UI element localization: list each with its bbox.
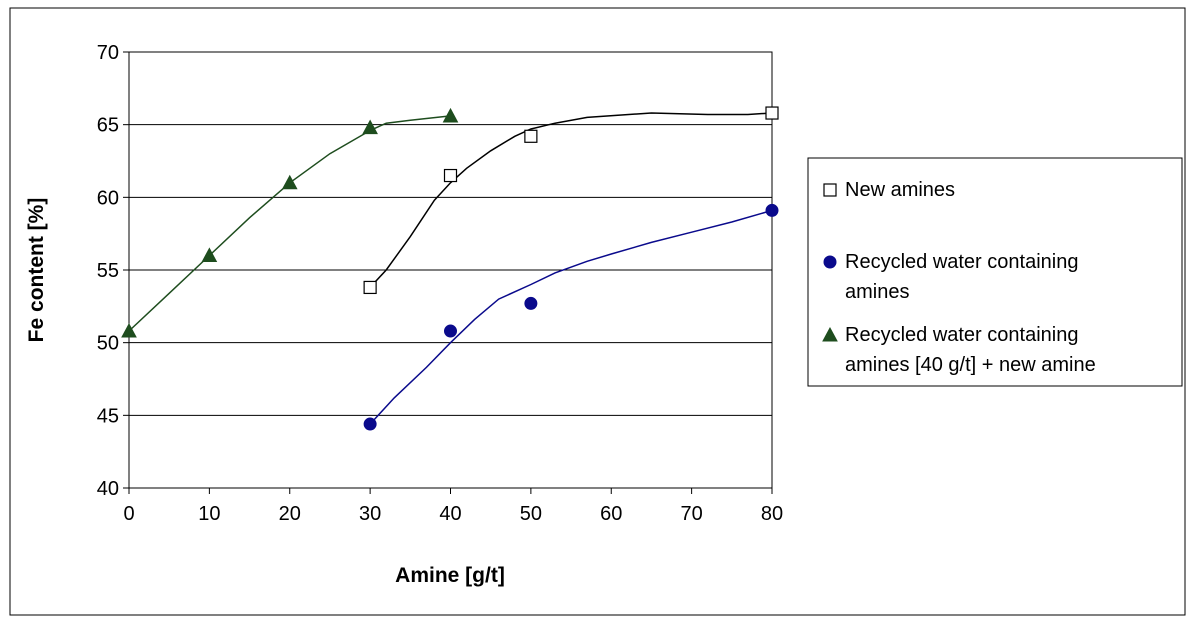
legend-marker: [822, 326, 838, 342]
series-line-3: [128, 115, 451, 332]
legend-marker: [823, 255, 837, 269]
x-tick-label: 10: [198, 503, 220, 525]
axes: 40 45 50 55 60 65 70 0 10 20 30 40 50 60 70 80: [97, 42, 783, 525]
x-tick-label: 50: [520, 503, 542, 525]
legend-item-2: Recycled water containing amines: [823, 251, 1078, 303]
data-point-series-2: [524, 296, 538, 310]
x-tick-label: 60: [600, 503, 622, 525]
x-tick-label: 20: [279, 503, 301, 525]
x-tick-label: 40: [439, 503, 461, 525]
data-point-series-2: [765, 203, 779, 217]
data-point-series-3: [362, 119, 378, 135]
data-point-series-3: [121, 322, 137, 338]
data-point-series-1: [524, 129, 538, 143]
data-point-series-3: [281, 174, 298, 190]
legend-box: [807, 157, 1183, 387]
legend-label: Recycled water containing amines: [845, 251, 1078, 303]
y-tick-label: 60: [97, 187, 119, 209]
data-points: [121, 106, 779, 431]
data-point-series-3: [201, 247, 218, 262]
x-tick-label: 70: [681, 503, 703, 525]
legend-label: Recycled water containing amines [40 g/t]…: [845, 324, 1096, 376]
legend-label: New amines: [845, 179, 955, 201]
legend-item-1: New amines: [823, 179, 955, 201]
data-point-series-2: [363, 417, 377, 431]
y-axis-title: Fe content [%]: [25, 198, 48, 343]
series-line-1: [369, 112, 773, 288]
x-tick-label: 30: [359, 503, 381, 525]
data-point-series-1: [363, 280, 377, 295]
x-tick-label: 80: [761, 503, 783, 525]
y-tick-label: 50: [97, 333, 119, 355]
y-tick-label: 45: [97, 405, 119, 427]
data-point-series-2: [444, 324, 457, 338]
data-point-series-1: [765, 106, 779, 120]
legend-item-3: Recycled water containing amines [40 g/t]…: [822, 324, 1096, 376]
legend: New amines Recycled water containing amine…: [822, 179, 1096, 376]
data-point-series-1: [443, 168, 458, 183]
y-tick-label: 70: [97, 42, 119, 64]
data-point-series-3: [442, 107, 459, 123]
trendlines: [128, 112, 773, 425]
y-tick-label: 65: [97, 115, 119, 137]
x-tick-label: 0: [123, 503, 134, 525]
x-axis-title: Amine [g/t]: [395, 564, 505, 587]
y-tick-label: 55: [97, 260, 119, 282]
series-line-2: [369, 209, 773, 425]
legend-marker: [823, 183, 837, 197]
y-tick-label: 40: [97, 478, 119, 500]
